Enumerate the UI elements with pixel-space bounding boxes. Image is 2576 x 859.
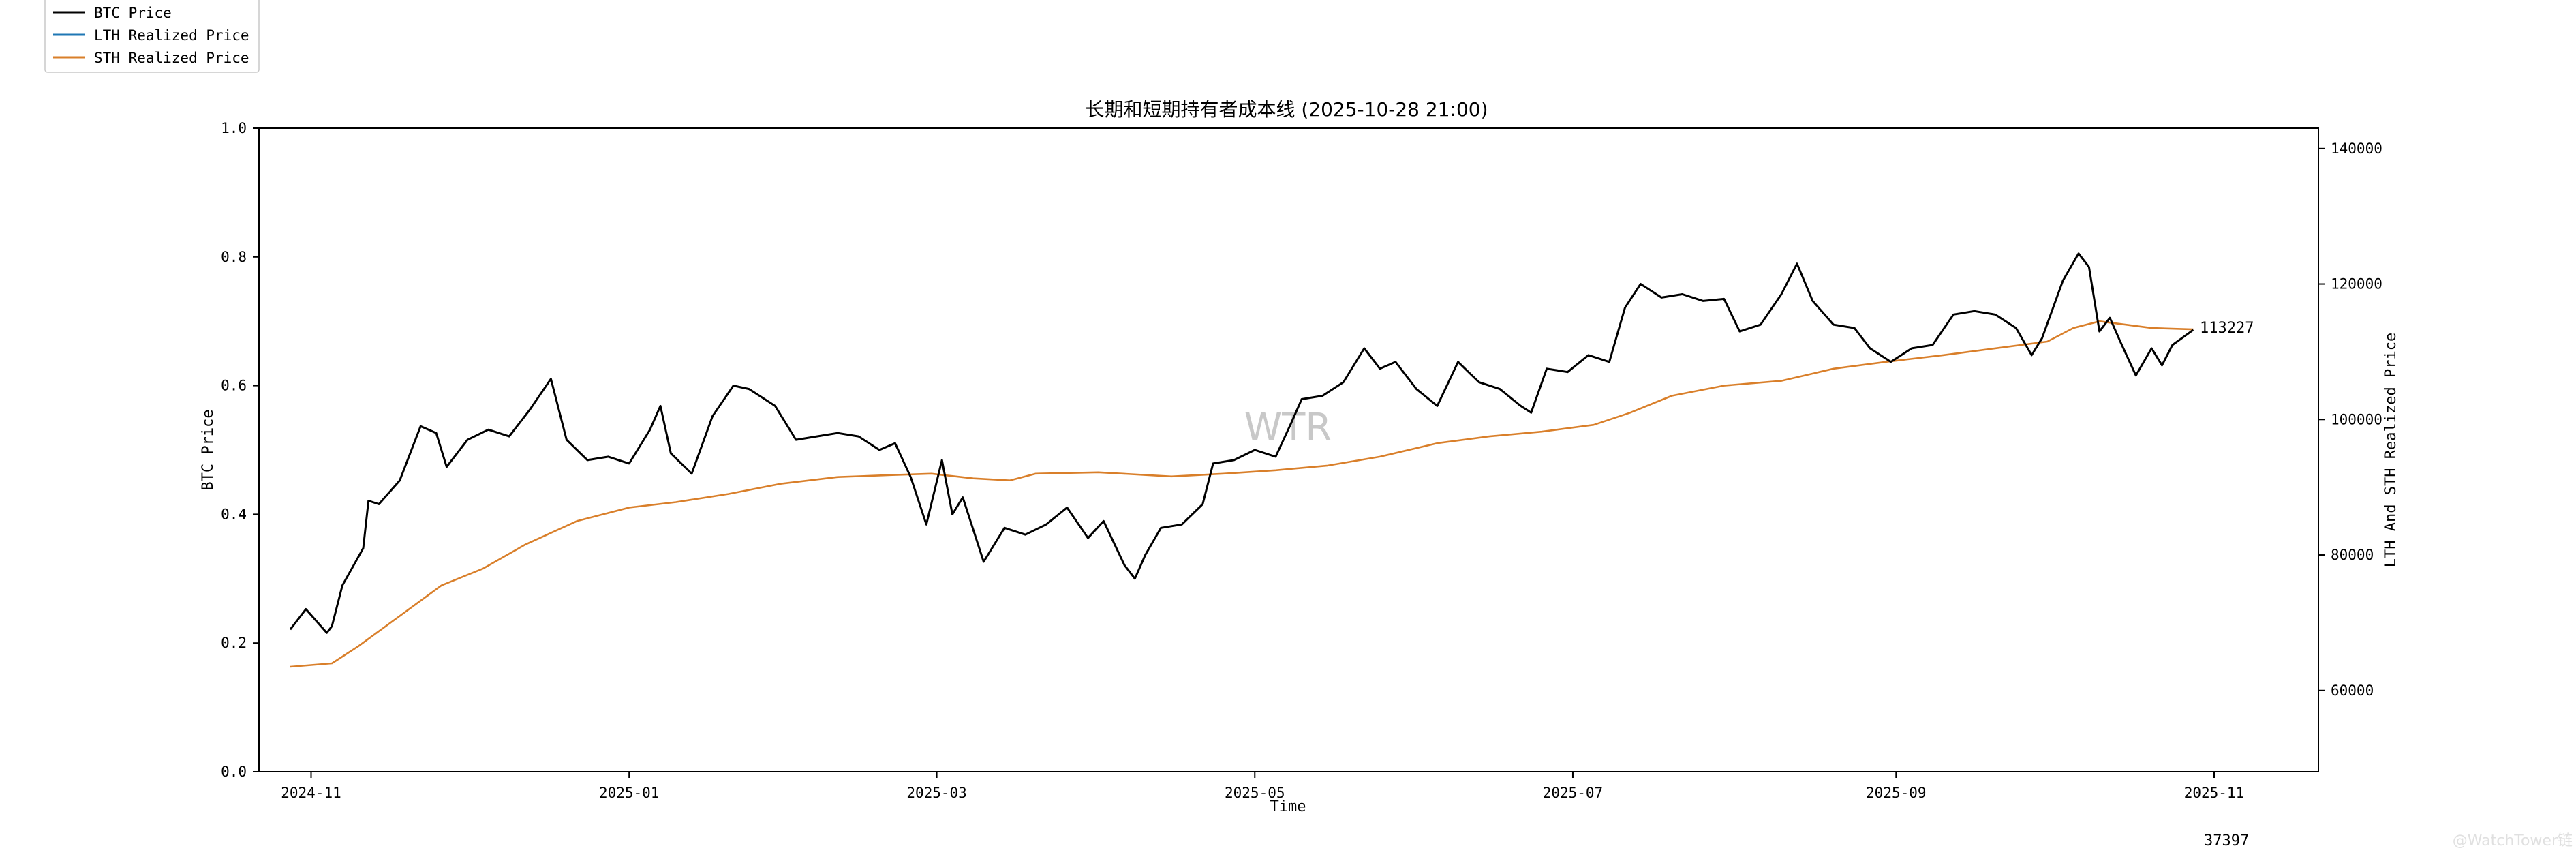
- y-left-tick-label: 0.8: [221, 249, 247, 265]
- y-right-tick-label: 60000: [2331, 682, 2374, 699]
- sth-realized-price-line: [290, 320, 2194, 668]
- legend-box: [44, 0, 260, 73]
- x-tick-label: 2025-05: [1225, 785, 1285, 801]
- chart-title: 长期和短期持有者成本线 (2025-10-28 21:00): [1085, 98, 1488, 121]
- legend: BTC Price LTH Realized Price STH Realize…: [44, 0, 260, 73]
- plot-area-frame: [258, 127, 2319, 772]
- y-right-tick-label: 100000: [2331, 411, 2382, 427]
- x-tick-label: 2025-07: [1543, 785, 1604, 801]
- x-axis: 2024-11 2025-01 2025-03 2025-05 2025-07 2025-…: [281, 772, 2244, 801]
- series-layer: [289, 252, 2194, 668]
- y-axis-left-title: BTC Price: [200, 409, 217, 490]
- x-tick-label: 2025-11: [2184, 785, 2245, 801]
- y-axis-right-title: LTH And STH Realized Price: [2382, 333, 2399, 567]
- x-tick-label: 2025-09: [1866, 785, 1927, 801]
- credit-text: @WatchTower链: [2453, 832, 2573, 849]
- y-right-tick-label: 120000: [2331, 276, 2382, 292]
- y-left-tick-label: 0.0: [221, 764, 247, 780]
- y-axis-right: 60000 80000 100000 120000 140000: [2318, 140, 2382, 699]
- x-tick-label: 2024-11: [281, 785, 341, 801]
- legend-label-sth: STH Realized Price: [94, 50, 249, 66]
- y-right-tick-label: 80000: [2331, 547, 2374, 563]
- y-axis-left: 0.0 0.2 0.4 0.6 0.8 1.0: [221, 120, 259, 780]
- btc-price-line: [289, 252, 2194, 634]
- y-left-tick-label: 0.6: [221, 378, 247, 394]
- y-left-tick-label: 0.4: [221, 506, 247, 522]
- legend-label-lth: LTH Realized Price: [94, 27, 249, 44]
- last-value-label: 113227: [2200, 320, 2254, 337]
- y-right-tick-label: 140000: [2331, 140, 2382, 157]
- x-axis-title: Time: [1270, 798, 1306, 815]
- x-tick-label: 2025-01: [599, 785, 660, 801]
- legend-label-btc: BTC Price: [94, 5, 172, 21]
- y-left-tick-label: 0.2: [221, 635, 247, 651]
- y-left-tick-label: 1.0: [221, 120, 247, 136]
- footer-number: 37397: [2204, 832, 2249, 849]
- x-tick-label: 2025-03: [906, 785, 967, 801]
